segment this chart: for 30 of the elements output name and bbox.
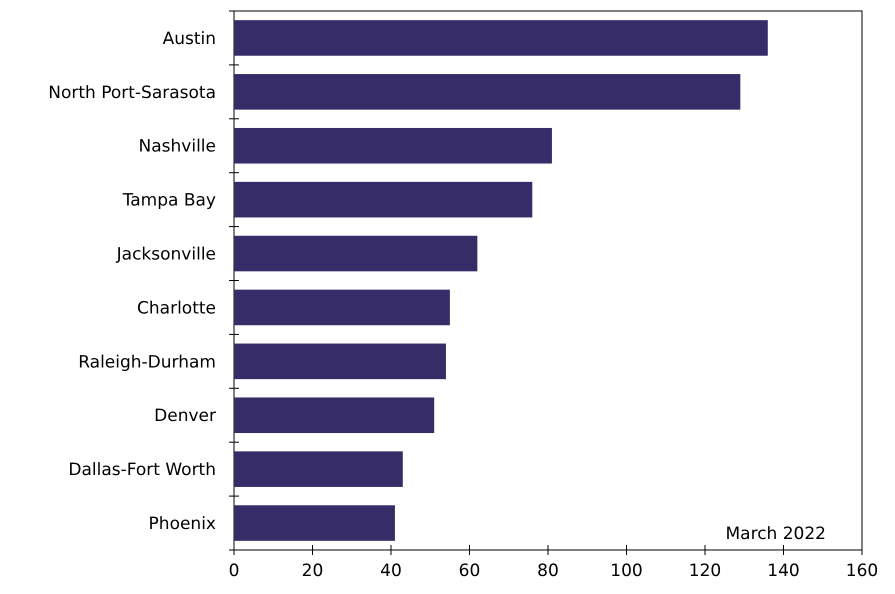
y-tick-label: Denver bbox=[154, 406, 216, 426]
bar bbox=[234, 182, 532, 218]
y-tick-label: Austin bbox=[162, 28, 216, 49]
y-tick-label: Raleigh-Durham bbox=[78, 352, 216, 372]
y-tick-label: Tampa Bay bbox=[122, 190, 216, 211]
y-tick-label: Dallas-Fort Worth bbox=[68, 460, 216, 480]
x-tick-label: 140 bbox=[767, 561, 800, 581]
y-tick-label: North Port-Sarasota bbox=[48, 82, 216, 103]
x-tick-label: 20 bbox=[302, 561, 324, 581]
x-tick-label: 160 bbox=[846, 561, 878, 581]
bar bbox=[234, 290, 450, 326]
bar bbox=[234, 344, 446, 380]
x-tick-label: 40 bbox=[380, 561, 402, 581]
y-tick-label: Nashville bbox=[138, 136, 216, 157]
bar bbox=[234, 236, 478, 272]
bar bbox=[234, 451, 403, 487]
bar bbox=[234, 74, 740, 110]
x-tick-label: 60 bbox=[458, 561, 480, 581]
bar bbox=[234, 505, 395, 541]
y-tick-label: Phoenix bbox=[148, 514, 216, 534]
x-tick-label: 80 bbox=[537, 561, 559, 581]
x-tick-label: 120 bbox=[688, 561, 722, 581]
x-tick-label: 100 bbox=[610, 561, 643, 581]
y-tick-label: Charlotte bbox=[137, 298, 216, 318]
bar bbox=[234, 397, 434, 434]
x-tick-label: 0 bbox=[228, 561, 240, 581]
annotation: March 2022 bbox=[726, 524, 826, 544]
bar bbox=[234, 20, 768, 56]
y-tick-label: Jacksonville bbox=[116, 244, 216, 264]
bar bbox=[234, 128, 552, 164]
